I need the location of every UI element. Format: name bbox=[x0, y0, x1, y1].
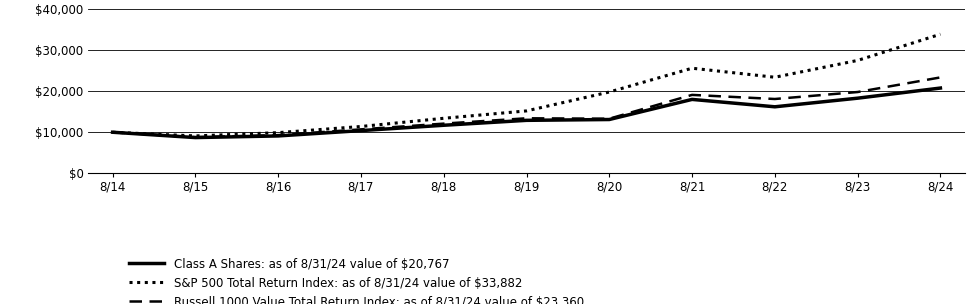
Legend: Class A Shares: as of 8/31/24 value of $20,767, S&P 500 Total Return Index: as o: Class A Shares: as of 8/31/24 value of $… bbox=[129, 258, 584, 304]
